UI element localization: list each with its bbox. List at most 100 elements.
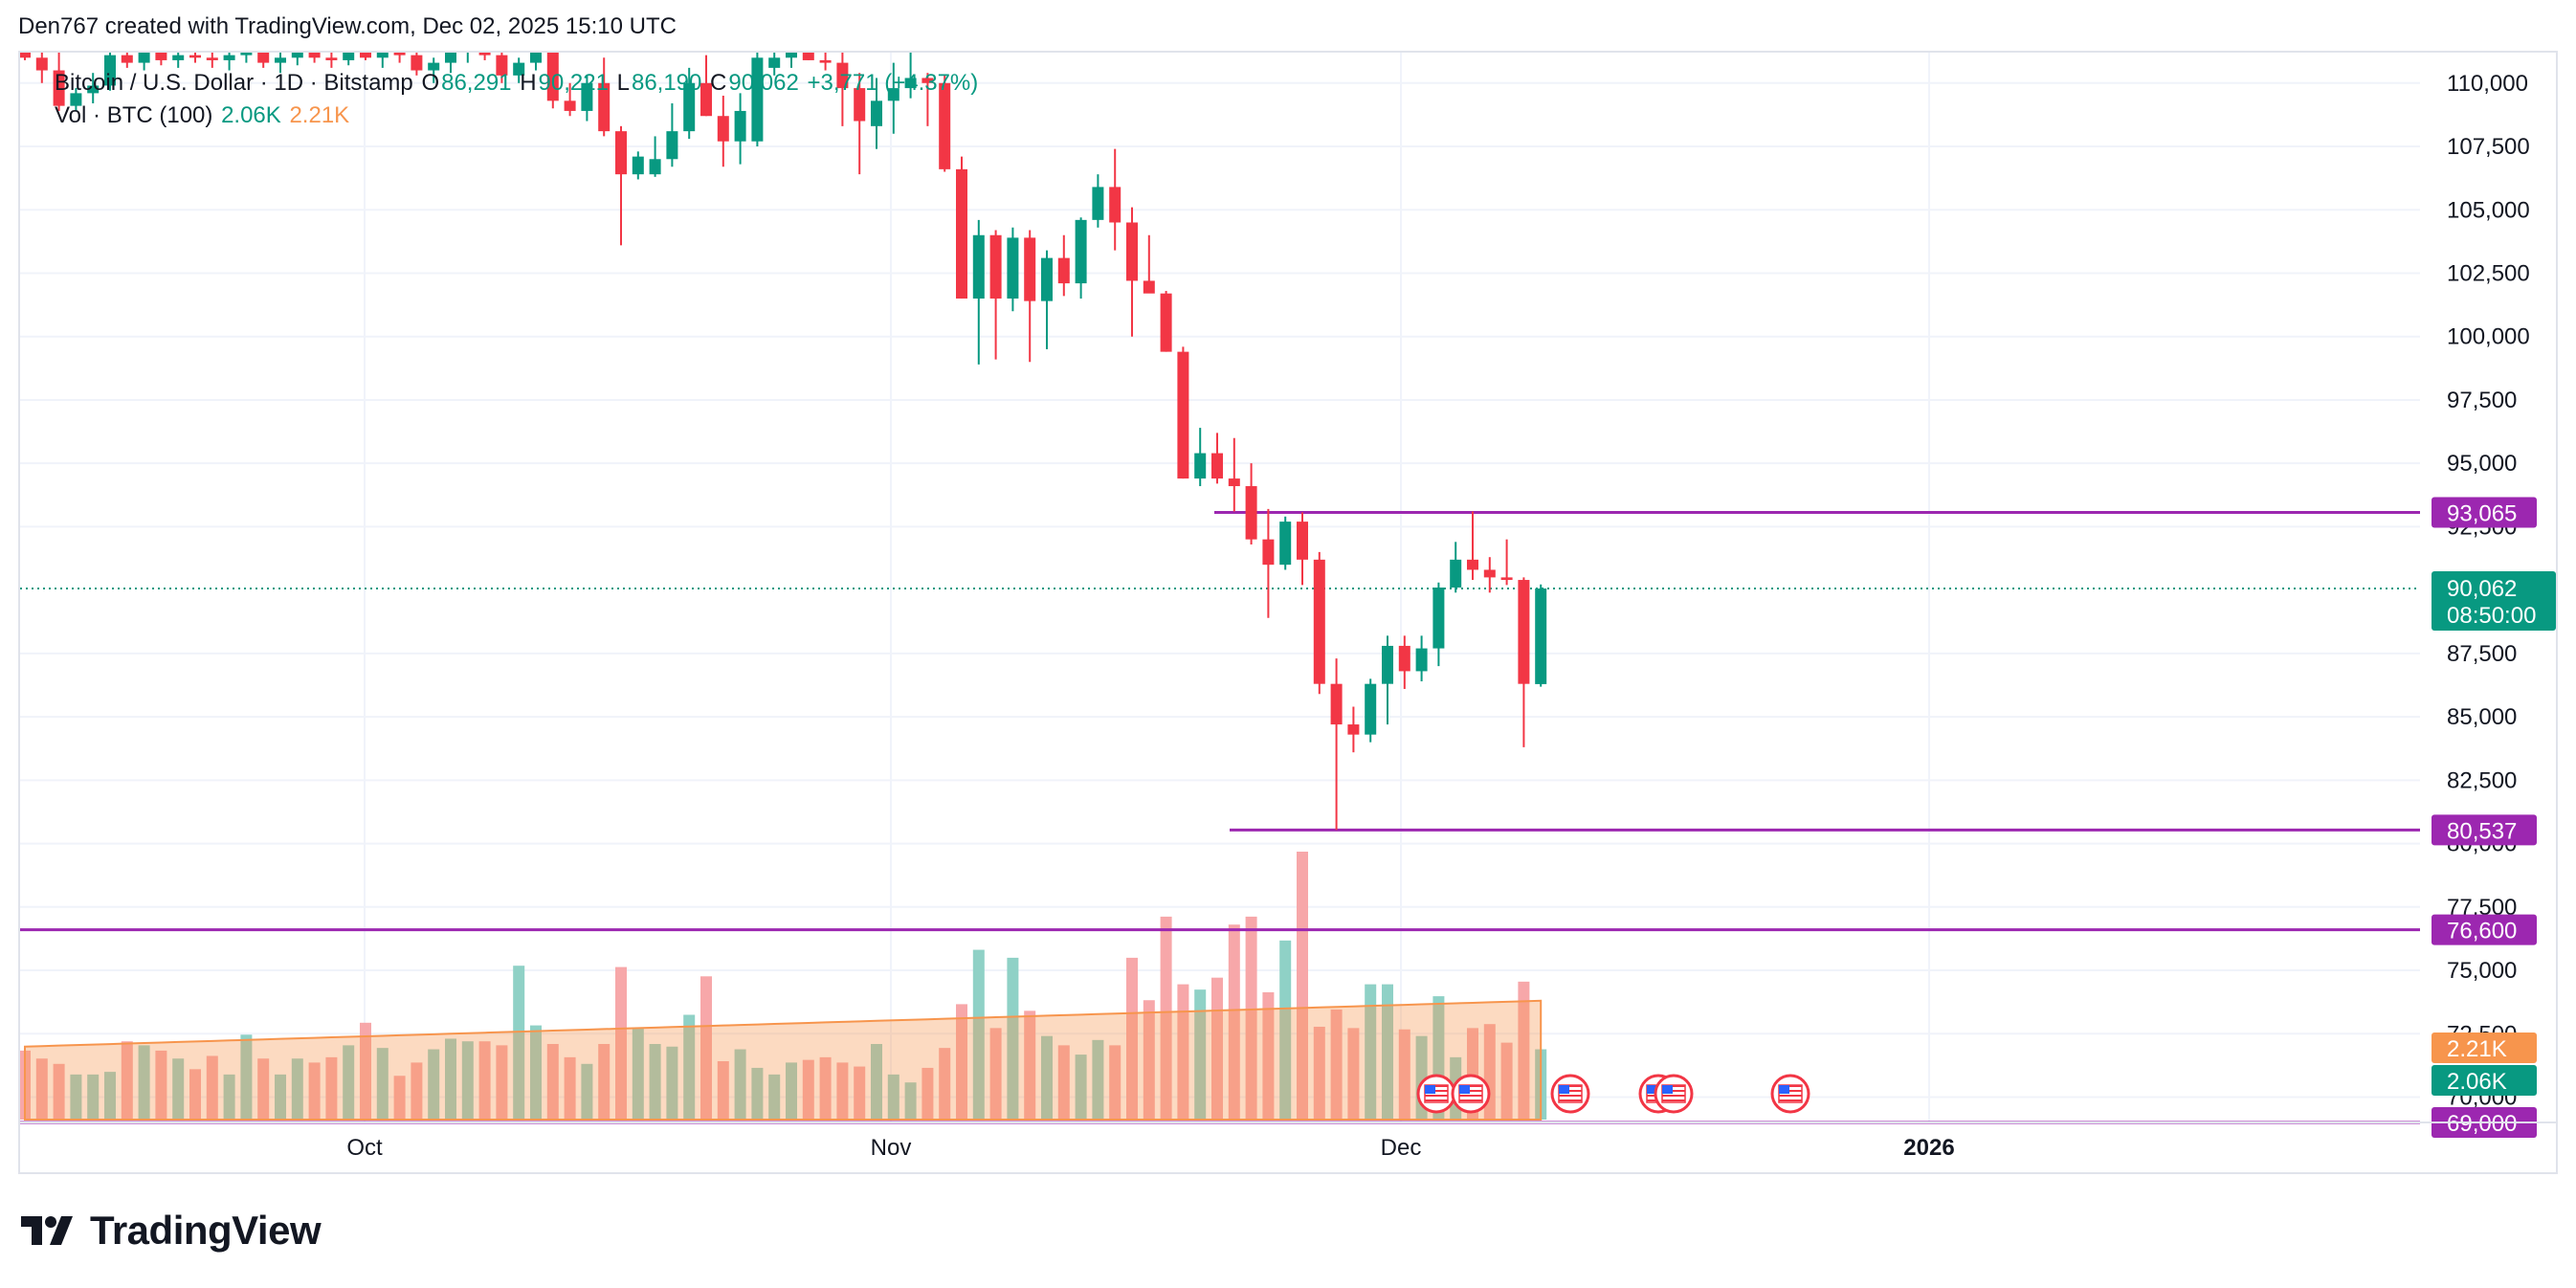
tradingview-logo-icon	[21, 1216, 73, 1245]
candle	[445, 53, 456, 74]
volume-bar	[1160, 916, 1172, 1120]
candle	[53, 53, 65, 111]
tradingview-logo[interactable]: TradingView	[21, 1208, 322, 1254]
volume-bar	[360, 1022, 371, 1120]
volume-bar	[1211, 977, 1223, 1120]
volume-ma-value: 2.21K	[289, 102, 350, 128]
level-label-bg	[2432, 814, 2537, 846]
volume-bar	[1382, 984, 1393, 1120]
candle	[1365, 678, 1377, 743]
us-flag-event-icon[interactable]	[1550, 1074, 1590, 1114]
candle	[887, 62, 899, 134]
flag-stripe	[1425, 1090, 1448, 1092]
price-tick-label: 100,000	[2447, 324, 2530, 350]
chart-container[interactable]: 110,000 107,500 105,000 102,500 100,000 97,50…	[18, 51, 2558, 1174]
close-value: 90,062	[728, 70, 799, 96]
candle-body	[1024, 237, 1036, 301]
candle-body	[887, 88, 899, 101]
flag-canton	[1662, 1085, 1673, 1094]
candle	[240, 53, 253, 63]
us-flag-event-icon[interactable]	[1451, 1074, 1491, 1114]
candle-body	[1415, 648, 1428, 672]
volume-bar	[854, 1066, 866, 1120]
flag-stripe	[1559, 1085, 1582, 1087]
volume-bar	[478, 1041, 491, 1120]
candle	[257, 53, 270, 68]
volume-bar	[768, 1074, 781, 1120]
volume-bar	[1177, 984, 1189, 1120]
price-tick-label: 105,000	[2447, 197, 2530, 223]
candle-body	[904, 78, 917, 89]
candle-body	[223, 55, 235, 60]
candle-body	[819, 59, 832, 63]
volume-title[interactable]: Vol · BTC (100)	[55, 102, 213, 128]
volume-bar	[632, 1028, 644, 1120]
volume-bar	[343, 1045, 355, 1120]
volume-bar	[649, 1043, 661, 1120]
flag-stripe	[1559, 1099, 1582, 1101]
price-tick-label: 75,000	[2447, 958, 2517, 984]
volume-bar	[1075, 1055, 1087, 1120]
candle	[1382, 635, 1393, 725]
volume-bar	[325, 1056, 338, 1120]
candle	[854, 73, 866, 175]
price-tick-label: 95,000	[2447, 451, 2517, 477]
volume-bar	[275, 1074, 286, 1120]
volume-legend[interactable]: Vol · BTC (100) 2.06K 2.21K	[55, 102, 351, 129]
candle	[360, 53, 371, 60]
candle-body	[1365, 683, 1377, 735]
candle	[717, 96, 729, 167]
candle-body	[564, 100, 576, 111]
candle-body	[1160, 293, 1172, 352]
volume-bar	[1245, 916, 1257, 1120]
symbol-legend[interactable]: Bitcoin / U.S. Dollar · 1D · Bitstamp O8…	[55, 70, 980, 97]
candle	[615, 125, 627, 246]
candle-body	[138, 53, 150, 63]
volume-bar	[530, 1025, 542, 1120]
candle-body	[956, 168, 967, 299]
volume-bar	[411, 1062, 423, 1120]
candle	[922, 73, 934, 126]
volume-bar	[972, 949, 985, 1120]
candle-body	[1398, 645, 1410, 672]
candle-body	[275, 57, 286, 63]
level-label-bg	[2432, 914, 2537, 945]
candle	[1024, 230, 1036, 363]
economic-events[interactable]	[1416, 1074, 1810, 1114]
us-flag-event-icon[interactable]	[1416, 1074, 1456, 1114]
candle	[1330, 658, 1343, 831]
us-flag-event-icon[interactable]	[1654, 1074, 1694, 1114]
level-label-text: 76,600	[2447, 919, 2517, 944]
volume-bar	[1347, 1028, 1360, 1120]
candle	[1483, 557, 1496, 593]
candle-body	[513, 62, 525, 76]
us-flag-event-icon[interactable]	[1770, 1074, 1810, 1114]
volume-bar	[1297, 852, 1308, 1120]
candle-body	[343, 53, 355, 60]
volume-bar	[922, 1067, 934, 1120]
volume-bar	[564, 1056, 576, 1120]
candle-body	[1330, 683, 1343, 725]
candle-body	[1194, 453, 1207, 479]
candle-body	[325, 57, 338, 60]
candle-body	[1228, 478, 1240, 487]
volume-ma-area	[24, 999, 1543, 1121]
candle-body	[257, 53, 270, 63]
candle-body	[1262, 539, 1275, 566]
volume-bar	[376, 1048, 389, 1120]
volume-bar	[428, 1049, 440, 1120]
candle	[155, 53, 167, 66]
volume-bar	[445, 1038, 456, 1120]
volume-bar	[496, 1045, 508, 1120]
flag-canton	[1459, 1085, 1470, 1094]
candle-body	[1535, 588, 1547, 684]
volume-bar	[461, 1041, 474, 1120]
flag-stripe	[1425, 1099, 1448, 1101]
level-label-bg	[2432, 497, 2537, 528]
volume-bar	[172, 1058, 185, 1120]
symbol-title[interactable]: Bitcoin / U.S. Dollar · 1D · Bitstamp	[55, 70, 413, 96]
price-chart[interactable]: 110,000 107,500 105,000 102,500 100,000 97,50…	[20, 53, 2556, 1172]
candle-body	[1467, 559, 1478, 570]
candle-body	[802, 53, 814, 60]
price-axis: 110,000 107,500 105,000 102,500 100,000 97,50…	[2432, 71, 2556, 1138]
